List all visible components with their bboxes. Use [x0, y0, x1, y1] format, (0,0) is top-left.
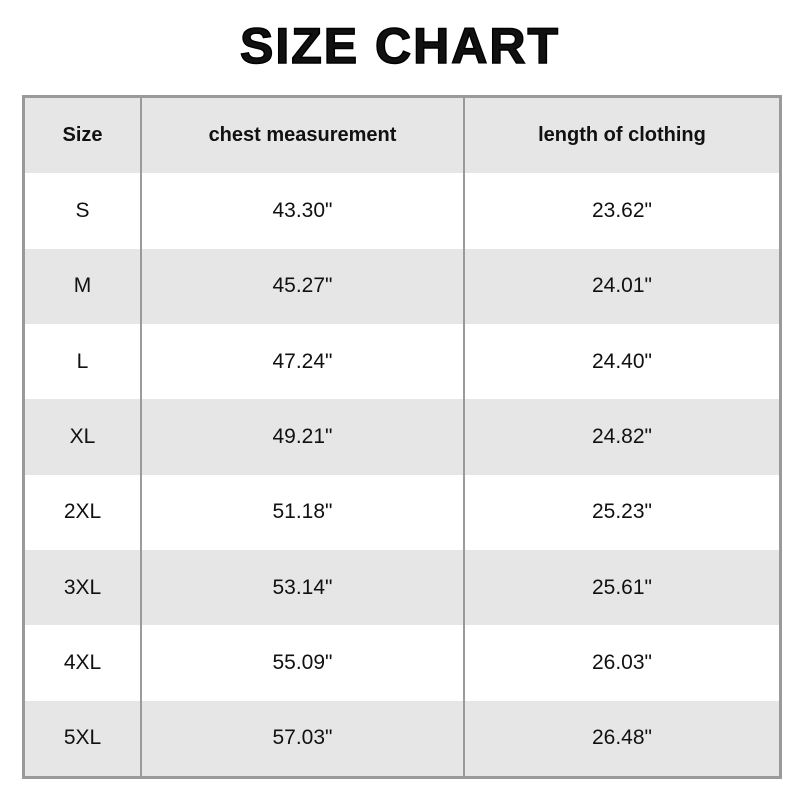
table-cell: 47.24" [140, 324, 463, 400]
table-cell: 57.03" [140, 700, 463, 776]
table-cell: S [75, 198, 90, 222]
title: SIZE CHART [239, 17, 560, 75]
table-cell: M [25, 248, 140, 324]
table-cell: 24.40" [463, 324, 779, 400]
table-cell: 24.01" [463, 248, 779, 324]
table-cell: 23.62" [463, 173, 779, 249]
header-cell: length of clothing [463, 98, 779, 174]
table-cell: 49.21" [140, 399, 463, 475]
table-cell: 45.27" [140, 248, 463, 324]
table-cell: 26.03" [463, 625, 779, 701]
table-cell: 51.18" [140, 474, 463, 550]
table-cell: 43.30" [140, 173, 463, 249]
table-cell: 25.23" [463, 474, 779, 550]
header-cell: Size [25, 98, 140, 174]
size-table: Size chest measurement length of clothing S… [22, 95, 782, 779]
table-cell: 26.48" [463, 700, 779, 776]
table-cell: 5XL [25, 700, 140, 776]
table-cell: 3XL [25, 550, 140, 626]
table-cell: 24.82" [463, 399, 779, 475]
table-cell: 4XL [63, 650, 102, 674]
table-cell: XL [25, 399, 140, 475]
table-cell: 25.61" [463, 550, 779, 626]
table-cell: 55.09" [140, 625, 463, 701]
table-cell: 2XL [63, 500, 102, 524]
table-cell: 53.14" [140, 550, 463, 626]
table-cell: L [76, 349, 89, 373]
header-cell: chest measurement [140, 98, 463, 174]
